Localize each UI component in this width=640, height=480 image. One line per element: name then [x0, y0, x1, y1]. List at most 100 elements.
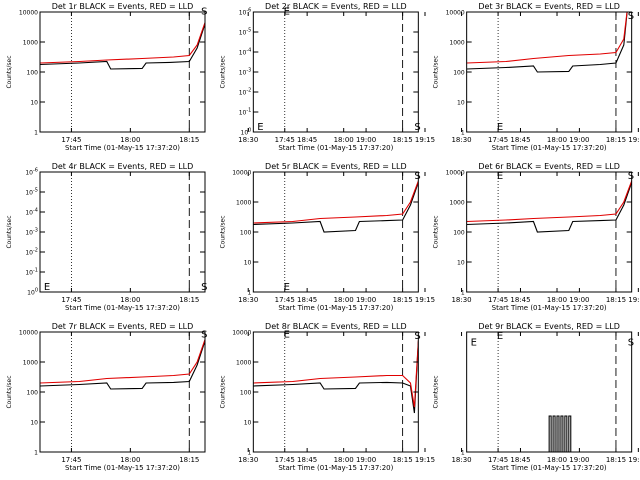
axes-frame: [252, 331, 419, 453]
interval-marker: S: [414, 171, 420, 182]
y-tick-label: 100: [27, 390, 39, 397]
axes-frame: [39, 331, 206, 453]
interval-marker: S: [414, 331, 420, 342]
series-line-events: [466, 12, 628, 73]
y-tick-label: 1: [34, 130, 38, 137]
detector-panel-2: Det 2r BLACK = Events, RED = LLD E S E 17:45…: [219, 2, 640, 152]
interval-marker: S: [628, 338, 634, 349]
y-tick-label-exponent: 0: [248, 128, 251, 134]
interval-marker: E: [497, 122, 503, 133]
panel-title: Det 3r BLACK = Events, RED = LLD: [478, 2, 620, 11]
x-tick-label: 18:15: [393, 296, 413, 304]
series-line-events: [466, 181, 632, 233]
y-tick-label: 10-2: [25, 248, 38, 257]
x-tick-label: 19:00: [569, 296, 589, 304]
x-tick-label: 18:15: [393, 456, 413, 464]
y-tick-label: 10-2: [239, 88, 252, 97]
y-axis-label: Counts/sec: [433, 375, 440, 408]
x-axis-label: Start Time (01-May-15 17:37:20): [492, 304, 607, 312]
y-tick-label: 1: [461, 290, 465, 297]
interval-marker: S: [414, 122, 420, 133]
axes-frame: [466, 331, 633, 453]
x-tick-label: 18:00: [547, 296, 567, 304]
panel-title: Det 8r BLACK = Events, RED = LLD: [265, 322, 407, 331]
interval-marker: S: [201, 330, 207, 341]
y-tick-label: 1: [248, 450, 252, 457]
y-tick-label-exponent: -6: [33, 168, 38, 174]
series-line-lld: [40, 338, 205, 384]
detector-panel-4: Det 4r BLACK = Events, RED = LLD E S E 17:45…: [6, 162, 435, 312]
x-axis-label: Start Time (01-May-15 17:37:20): [65, 464, 180, 472]
y-tick-label-base: 10: [239, 10, 247, 17]
x-tick-label: 17:45: [275, 136, 295, 144]
panel-title: Det 6r BLACK = Events, RED = LLD: [478, 162, 620, 171]
y-tick-label-base: 10: [25, 270, 33, 277]
x-axis-label: Start Time (01-May-15 17:37:20): [65, 144, 180, 152]
interval-marker: E: [44, 282, 50, 293]
interval-marker: E: [497, 331, 503, 342]
y-tick-label-exponent: -3: [33, 228, 38, 234]
y-tick-label: 100: [453, 230, 465, 237]
x-tick-label: 18:30: [238, 136, 258, 144]
y-tick-label: 10-1: [239, 108, 252, 117]
x-tick-label: 17:45: [488, 136, 508, 144]
y-tick-label: 10-3: [25, 228, 38, 237]
y-tick-label: 10000: [446, 170, 465, 177]
y-tick-label-base: 10: [239, 110, 247, 117]
plot-area: [40, 332, 205, 452]
panel-title: Det 7r BLACK = Events, RED = LLD: [52, 322, 194, 331]
y-tick-label: 100: [27, 70, 39, 77]
y-tick-label: 1000: [23, 360, 38, 367]
y-tick-label: 100: [453, 70, 465, 77]
x-tick-label: 18:45: [297, 136, 317, 144]
x-tick-label: 18:30: [238, 296, 258, 304]
interval-marker: S: [628, 171, 634, 182]
y-tick-label-base: 10: [239, 50, 247, 57]
x-tick-label: 19:15: [628, 296, 640, 304]
y-tick-label-base: 10: [239, 90, 247, 97]
x-axis-label: Start Time (01-May-15 17:37:20): [65, 304, 180, 312]
x-tick-label: 17:45: [275, 456, 295, 464]
y-tick-label: 100: [241, 128, 252, 137]
x-tick-label: 19:00: [356, 296, 376, 304]
y-tick-label-exponent: -4: [246, 48, 251, 54]
y-tick-label: 1: [461, 450, 465, 457]
x-tick-label: 18:45: [510, 456, 530, 464]
detector-panel-6: Det 6r BLACK = Events, RED = LLDSE17:451…: [433, 162, 634, 312]
plot-area: [466, 12, 628, 132]
x-tick-label: 18:45: [297, 296, 317, 304]
y-axis-label: Counts/sec: [433, 55, 440, 88]
y-tick-label: 10-4: [25, 208, 38, 217]
y-tick-label: 10: [30, 420, 38, 427]
y-tick-label: 1000: [236, 360, 251, 367]
y-tick-label-exponent: -6: [246, 8, 251, 14]
y-tick-label: 10-1: [25, 268, 38, 277]
y-tick-label: 1000: [23, 40, 38, 47]
x-tick-label: 17:45: [488, 456, 508, 464]
y-tick-label-exponent: -5: [246, 28, 251, 34]
x-tick-label: 18:30: [451, 456, 471, 464]
y-axis-label: Counts/sec: [219, 215, 226, 248]
y-tick-label-base: 10: [25, 250, 33, 257]
y-axis-label: Counts/sec: [6, 215, 13, 248]
x-tick-label: 19:15: [415, 136, 435, 144]
plot-area: [71, 172, 190, 292]
detector-panel-3: Det 3r BLACK = Events, RED = LLDSE17:451…: [433, 2, 634, 152]
series-line-events: [253, 181, 419, 233]
y-tick-label: 10-6: [239, 8, 252, 17]
x-tick-label: 18:00: [547, 136, 567, 144]
x-tick-label: 18:00: [334, 296, 354, 304]
y-tick-label: 10: [244, 260, 252, 267]
y-tick-label: 10000: [19, 330, 38, 337]
interval-marker: E: [257, 122, 263, 133]
x-tick-label: 18:00: [334, 456, 354, 464]
plot-area: [497, 332, 617, 452]
y-tick-label-base: 10: [25, 190, 33, 197]
y-tick-label: 10000: [19, 10, 38, 17]
x-tick-label: 19:00: [356, 456, 376, 464]
x-axis-label: Start Time (01-May-15 17:37:20): [278, 464, 393, 472]
y-tick-label: 10-4: [239, 48, 252, 57]
x-tick-label: 18:45: [510, 136, 530, 144]
